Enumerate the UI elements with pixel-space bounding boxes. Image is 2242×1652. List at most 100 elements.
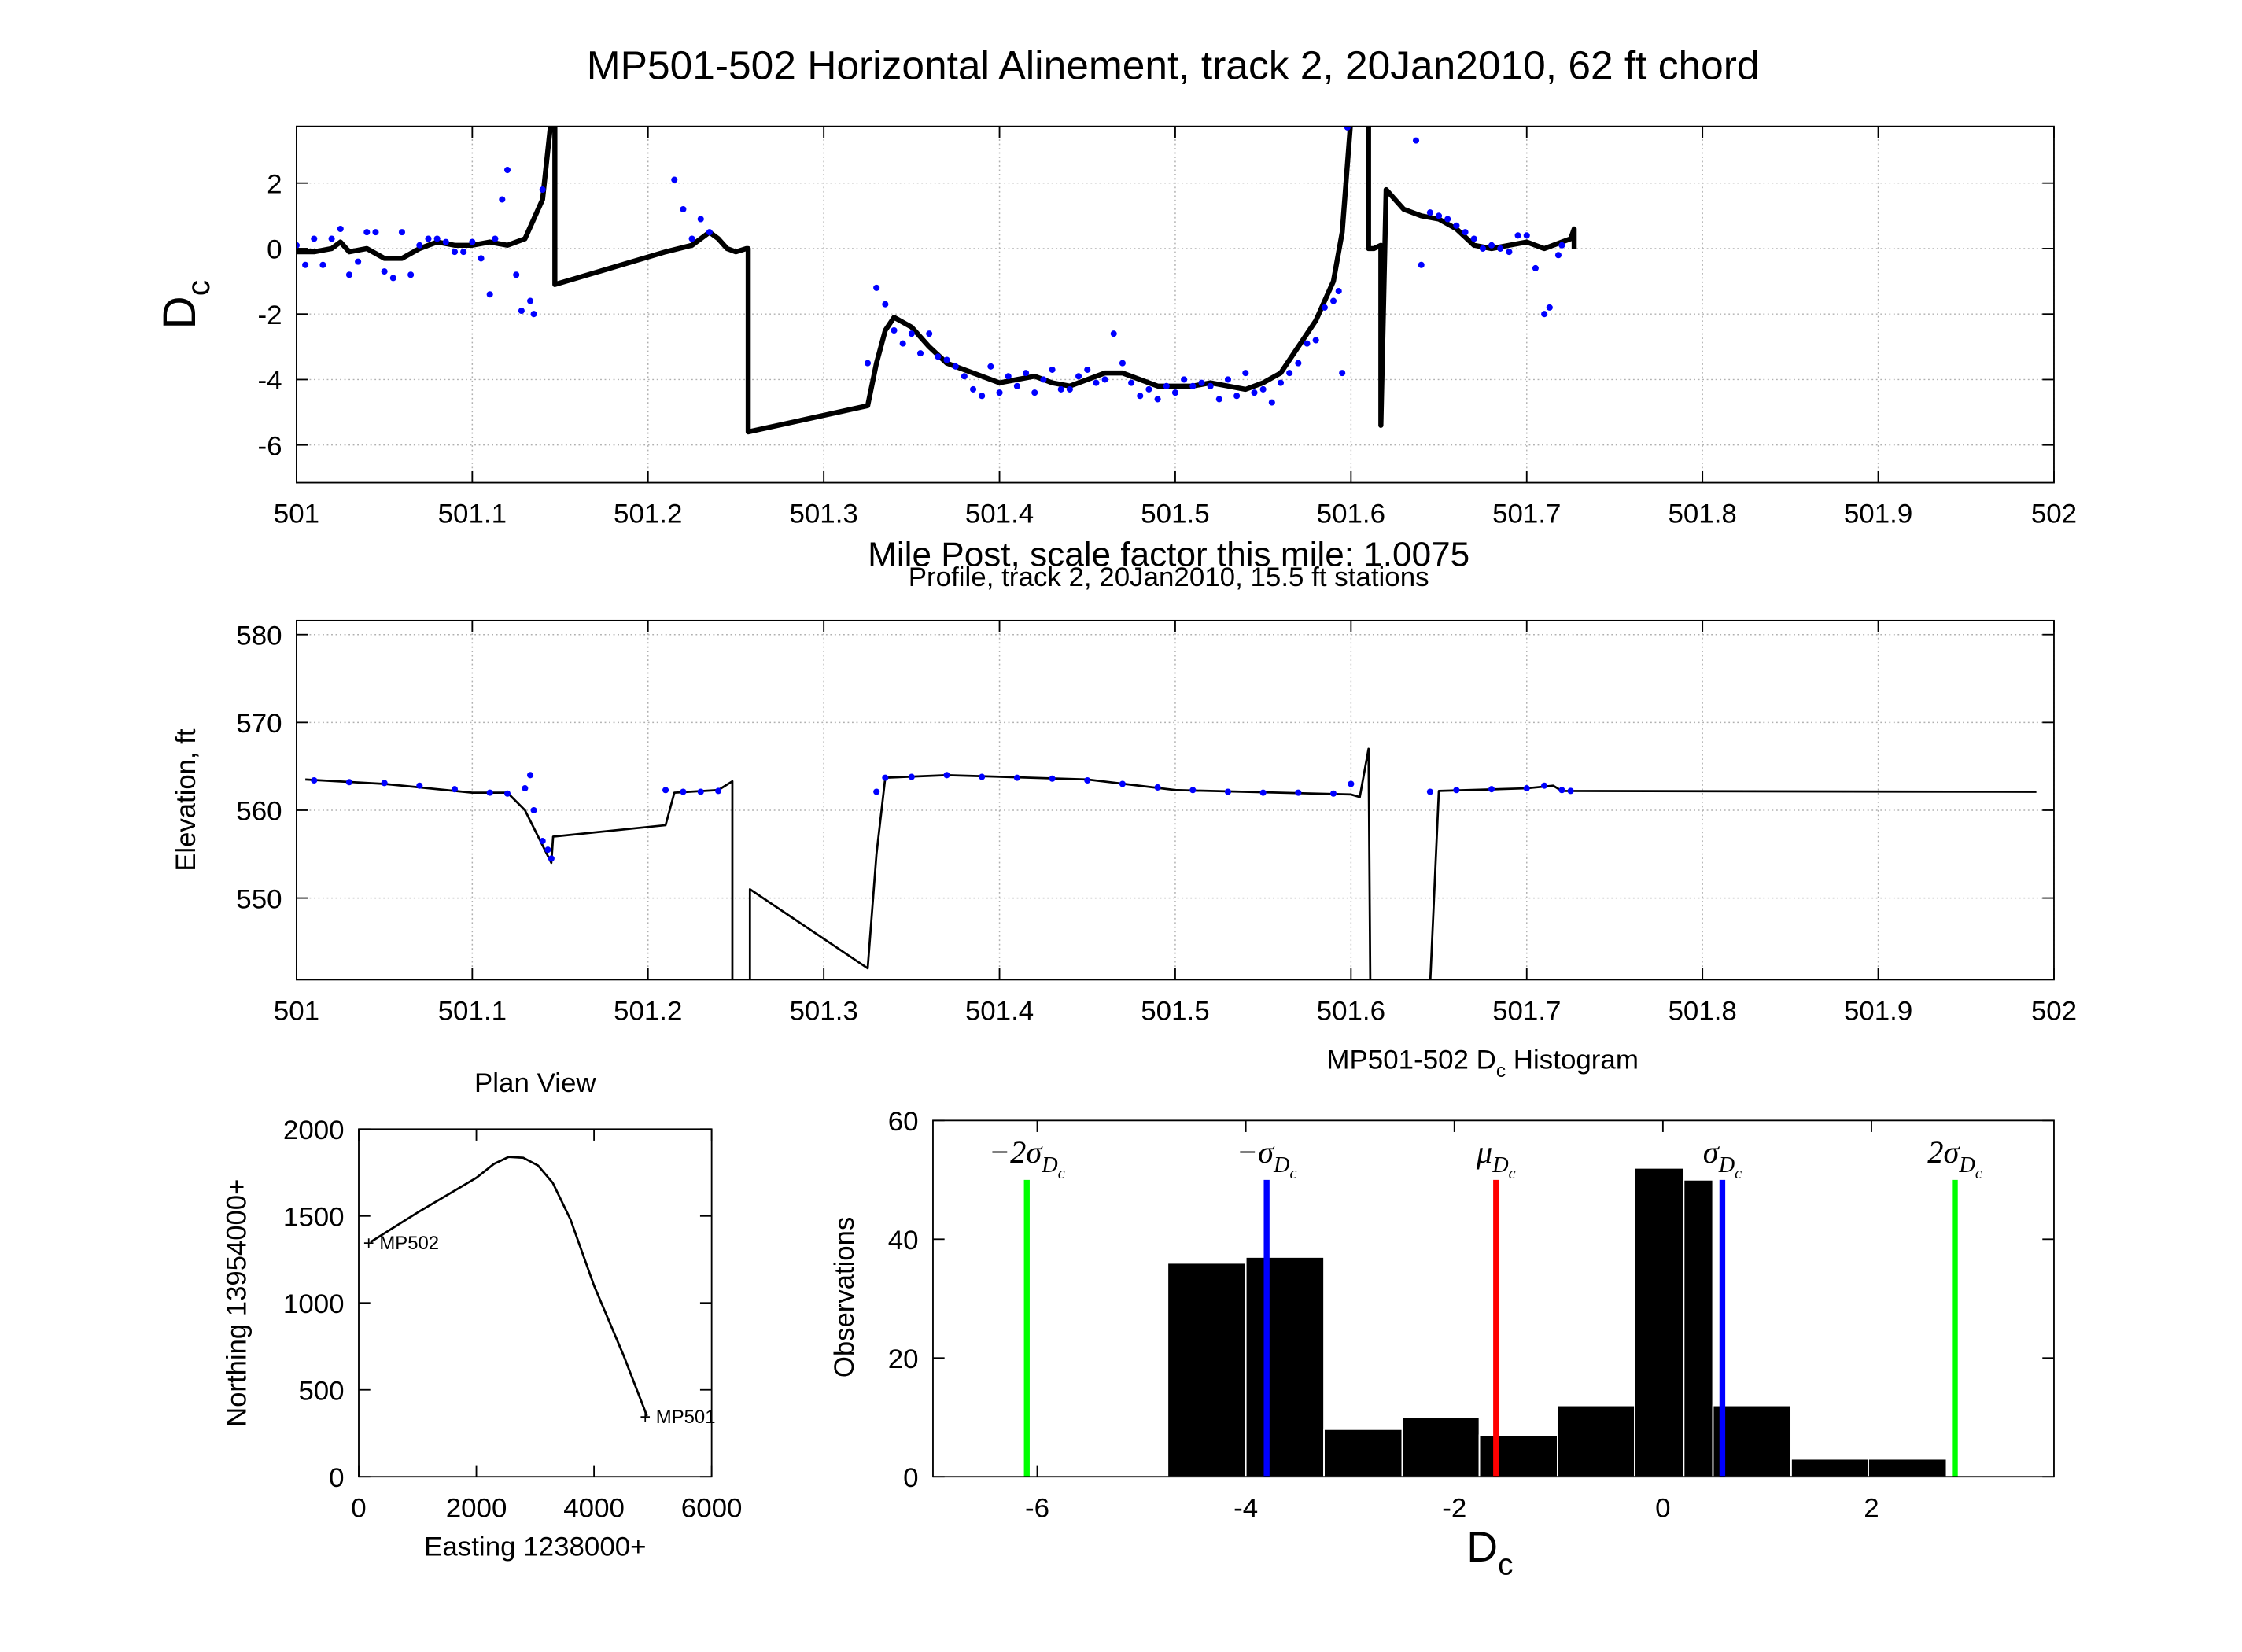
x-tick-label: 501.4	[965, 499, 1034, 529]
data-point	[1344, 126, 1351, 131]
data-point	[1444, 216, 1451, 223]
data-point	[943, 772, 950, 779]
data-point	[451, 786, 459, 793]
data-point	[1268, 399, 1275, 406]
stat-label: −2σDc	[989, 1134, 1065, 1182]
y-tick-label: -2	[257, 300, 282, 330]
y-tick-label: 560	[236, 796, 282, 827]
data-point	[1523, 232, 1530, 239]
data-point	[1541, 311, 1548, 318]
x-tick-label: -4	[1233, 1492, 1258, 1523]
data-point	[1154, 784, 1161, 791]
data-point	[416, 782, 423, 789]
data-point	[1049, 366, 1056, 373]
data-point	[328, 235, 335, 242]
data-point	[302, 261, 309, 268]
text-part: D	[154, 296, 205, 329]
data-point	[372, 229, 379, 236]
text-part: Northing 13954000+	[221, 1179, 252, 1427]
data-point	[1554, 252, 1562, 259]
data-point	[987, 363, 994, 370]
stat-label: μDc	[1476, 1134, 1516, 1182]
annotation: + MP501	[640, 1407, 715, 1428]
data-point	[1233, 393, 1241, 400]
data-point	[697, 216, 704, 223]
text-part: c	[1975, 1165, 1982, 1182]
histogram-bar	[1401, 1416, 1481, 1478]
histogram-bar	[1167, 1262, 1247, 1478]
y-tick-label: 0	[329, 1462, 344, 1493]
data-point	[1295, 789, 1302, 796]
data-point	[1412, 137, 1420, 144]
x-tick-label: 501.9	[1844, 996, 1912, 1027]
y-tick-label: 2000	[283, 1115, 345, 1145]
y-tick-label: 2	[267, 169, 282, 200]
data-point	[1224, 788, 1232, 795]
axes-title: Plan View	[474, 1068, 597, 1098]
stat-label: σDc	[1703, 1134, 1742, 1182]
data-point	[1436, 212, 1443, 219]
data-point	[539, 838, 546, 845]
data-point	[662, 787, 669, 794]
text-part: MP501-502 D	[1326, 1045, 1495, 1075]
data-point	[1532, 264, 1539, 271]
data-point	[442, 238, 449, 245]
x-tick-label: 501.8	[1668, 499, 1736, 529]
text-part: Profile, track 2, 20Jan2010, 15.5 ft sta…	[909, 562, 1429, 592]
text-part: Histogram	[1506, 1045, 1639, 1075]
data-point	[1546, 304, 1553, 311]
data-point	[478, 255, 485, 262]
x-tick-label: -2	[1442, 1492, 1466, 1523]
y-axis-label: Elevation, ft	[171, 728, 201, 872]
text-part: μ	[1476, 1134, 1492, 1170]
data-point	[1426, 209, 1433, 216]
data-point	[899, 340, 906, 347]
x-tick-label: 501	[274, 996, 319, 1027]
data-point	[311, 776, 318, 784]
data-point	[873, 788, 880, 795]
data-point	[530, 311, 537, 318]
text-part: D	[1958, 1153, 1975, 1178]
data-point	[460, 249, 467, 256]
x-tick-label: -6	[1025, 1492, 1049, 1523]
histogram-bar	[1868, 1458, 1948, 1478]
x-tick-label: 502	[2031, 499, 2077, 529]
text-part: c	[1496, 1060, 1506, 1082]
axes-title: MP501-502 Horizontal Alinement, track 2,…	[587, 43, 1760, 88]
x-tick-label: 501.1	[438, 499, 507, 529]
text-part: c	[1509, 1165, 1516, 1182]
data-point	[961, 373, 968, 380]
data-point	[1277, 379, 1285, 386]
y-axis-label: Dc	[154, 280, 216, 330]
data-point	[1101, 376, 1108, 383]
data-point	[1031, 389, 1038, 396]
data-line	[305, 747, 2037, 980]
data-point	[1224, 376, 1232, 383]
data-point	[1479, 245, 1486, 252]
axes-box	[296, 125, 2055, 484]
text-part: −σ	[1237, 1134, 1275, 1170]
data-point	[469, 238, 476, 245]
data-point	[1171, 389, 1178, 396]
data-point	[1488, 786, 1495, 793]
text-part: D	[1492, 1153, 1508, 1178]
data-point	[891, 326, 898, 334]
data-point	[926, 330, 933, 337]
data-point	[1242, 370, 1249, 377]
axes-background	[296, 620, 2054, 980]
stat-label: −σDc	[1237, 1134, 1297, 1182]
text-part: σ	[1703, 1134, 1720, 1170]
x-tick-label: 501.6	[1317, 996, 1385, 1027]
data-point	[979, 773, 986, 780]
axes-background	[359, 1129, 712, 1477]
data-point	[381, 780, 388, 787]
data-point	[407, 271, 415, 278]
data-point	[425, 235, 432, 242]
data-point	[1558, 242, 1565, 249]
data-point	[979, 393, 986, 400]
data-point	[916, 350, 924, 357]
histogram-bar	[1712, 1404, 1792, 1478]
data-point	[1066, 385, 1073, 393]
